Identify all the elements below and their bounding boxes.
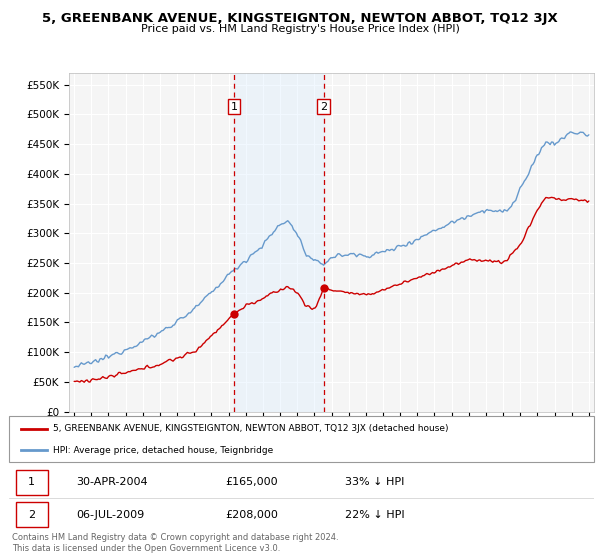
Text: 1: 1 <box>28 477 35 487</box>
Text: £208,000: £208,000 <box>226 510 278 520</box>
Text: 5, GREENBANK AVENUE, KINGSTEIGNTON, NEWTON ABBOT, TQ12 3JX (detached house): 5, GREENBANK AVENUE, KINGSTEIGNTON, NEWT… <box>53 424 448 433</box>
Text: 30-APR-2004: 30-APR-2004 <box>76 477 148 487</box>
Text: 5, GREENBANK AVENUE, KINGSTEIGNTON, NEWTON ABBOT, TQ12 3JX: 5, GREENBANK AVENUE, KINGSTEIGNTON, NEWT… <box>42 12 558 25</box>
Text: 2: 2 <box>28 510 35 520</box>
Text: HPI: Average price, detached house, Teignbridge: HPI: Average price, detached house, Teig… <box>53 446 273 455</box>
Text: £165,000: £165,000 <box>226 477 278 487</box>
FancyBboxPatch shape <box>16 502 48 528</box>
Text: Contains HM Land Registry data © Crown copyright and database right 2024.
This d: Contains HM Land Registry data © Crown c… <box>12 533 338 553</box>
FancyBboxPatch shape <box>9 416 594 462</box>
FancyBboxPatch shape <box>16 469 48 495</box>
Text: 33% ↓ HPI: 33% ↓ HPI <box>346 477 405 487</box>
Text: 06-JUL-2009: 06-JUL-2009 <box>76 510 145 520</box>
Text: 2: 2 <box>320 102 328 111</box>
Text: 1: 1 <box>231 102 238 111</box>
Text: Price paid vs. HM Land Registry's House Price Index (HPI): Price paid vs. HM Land Registry's House … <box>140 24 460 34</box>
Bar <box>234 73 324 412</box>
Text: 22% ↓ HPI: 22% ↓ HPI <box>346 510 405 520</box>
